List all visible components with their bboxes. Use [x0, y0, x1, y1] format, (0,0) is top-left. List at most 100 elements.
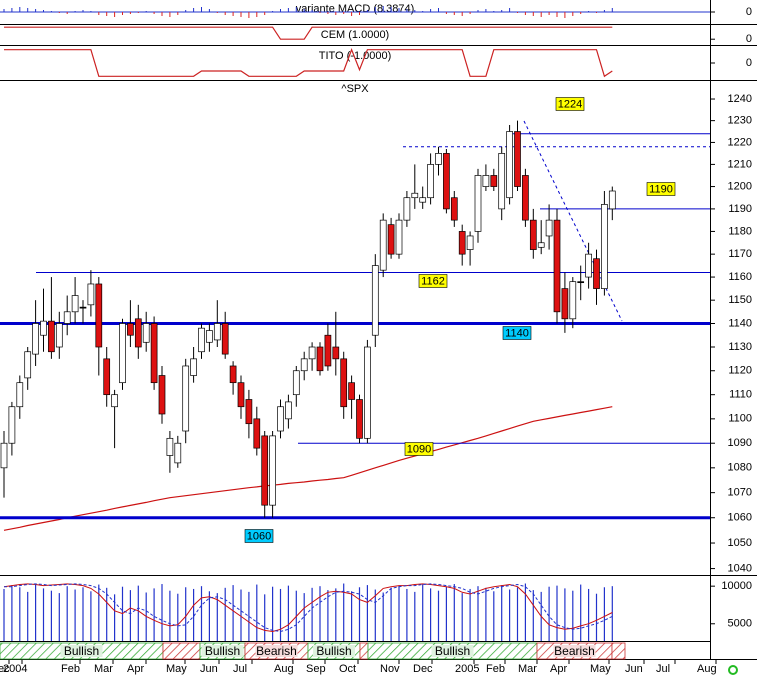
macd-bar [35, 9, 37, 12]
y-tick-label: 1230 [728, 115, 752, 127]
regime-label-bg [60, 645, 103, 657]
macd-bar [477, 10, 479, 12]
x-tick-label: Nov [380, 663, 400, 675]
candle-body [269, 435, 276, 506]
level-label: 1162 [421, 275, 445, 287]
macd-bar [224, 12, 226, 15]
candle-body [48, 320, 55, 353]
candle-body [142, 323, 150, 343]
candle-body [24, 351, 32, 379]
macd-bar [572, 12, 574, 16]
level-label: 1140 [505, 327, 529, 339]
macd-bar [216, 12, 218, 13]
macd-bar [445, 12, 447, 14]
level-label-box [646, 182, 676, 196]
macd-bar [611, 8, 613, 12]
y-tick-label: 1130 [728, 341, 752, 353]
macd-bar [327, 12, 329, 14]
macd-bar [74, 11, 76, 12]
candle-body [119, 323, 126, 384]
y-tick-label: 1210 [728, 158, 752, 170]
macd-bar [185, 10, 187, 12]
indicator-line [4, 26, 613, 40]
macd-bar [161, 12, 163, 16]
candle-body [324, 334, 332, 367]
candle-body [608, 190, 616, 210]
level-label-box [555, 97, 585, 111]
macd-bar [303, 9, 305, 12]
candle-body [111, 394, 118, 408]
candle-body [277, 406, 284, 432]
macd-bar [193, 8, 195, 12]
level-label-box [502, 326, 532, 340]
candle-body [348, 382, 355, 400]
y-tick-label: 1170 [728, 248, 752, 260]
macd-bar [461, 12, 463, 16]
x-tick-label: Aug [697, 663, 717, 675]
y-tick-label: 0 [746, 6, 752, 18]
candle-body [529, 219, 537, 250]
macd-bar [256, 12, 258, 17]
candle-body [0, 442, 8, 469]
level-label-box [404, 442, 434, 456]
x-tick-label: 2005 [455, 663, 479, 675]
regime-label-bg [431, 645, 474, 657]
cem-title: CEM (1.0000) [321, 29, 389, 41]
macd-bar [390, 7, 392, 12]
regime-label-bg [255, 645, 298, 657]
macd-bar [129, 12, 131, 14]
level-label: 1060 [247, 530, 271, 542]
moving-average [3, 406, 613, 531]
macd-bar [343, 12, 345, 14]
x-tick-label: Jul [656, 663, 670, 675]
level-label: 1190 [649, 183, 673, 195]
macd-bar [430, 9, 432, 12]
y-tick-label: 1100 [728, 413, 752, 425]
candle-body [95, 283, 103, 348]
macd-bar [596, 12, 597, 13]
candle-body [561, 288, 569, 320]
macd-bar [264, 12, 266, 15]
macd-bar [532, 12, 534, 16]
macd-bar [58, 12, 60, 13]
macd-bar [335, 12, 337, 15]
macd-bar [43, 10, 44, 12]
x-tick-label: Feb [61, 663, 80, 675]
candle-body [253, 418, 261, 449]
candle-body [395, 219, 403, 255]
candle-body [332, 346, 340, 360]
candle-body [553, 219, 561, 313]
x-tick-label: Jun [200, 663, 218, 675]
macd-bar [588, 11, 590, 12]
level-label: 1224 [558, 98, 582, 110]
macd-bar [509, 8, 511, 12]
macd-bar [406, 9, 408, 12]
y-tick-label: 1120 [728, 365, 752, 377]
x-tick-label: May [166, 663, 187, 675]
candle-body [577, 281, 585, 284]
candle-body [32, 323, 39, 355]
y-tick-label: 5000 [728, 618, 752, 630]
y-tick-label: 1070 [728, 487, 752, 499]
candle-body [206, 330, 213, 343]
trend-line [523, 120, 623, 322]
candle-body [300, 358, 308, 372]
regime-label: Bearish [554, 644, 595, 658]
candle-body [506, 131, 513, 199]
macd-bar [272, 11, 274, 12]
candle-body [443, 153, 450, 210]
y-tick-label: 1040 [728, 562, 752, 574]
macd-bar [319, 12, 321, 13]
macd-bar [453, 12, 455, 15]
candle-body [158, 375, 166, 415]
macd-bar [106, 12, 108, 16]
y-tick-label: 0 [746, 57, 752, 69]
macd-bar [398, 8, 400, 12]
macd-bar [208, 9, 210, 12]
candle-body [458, 231, 466, 255]
price-title: ^SPX [341, 83, 369, 95]
candle-body [190, 358, 197, 376]
macd-bar [240, 12, 242, 17]
